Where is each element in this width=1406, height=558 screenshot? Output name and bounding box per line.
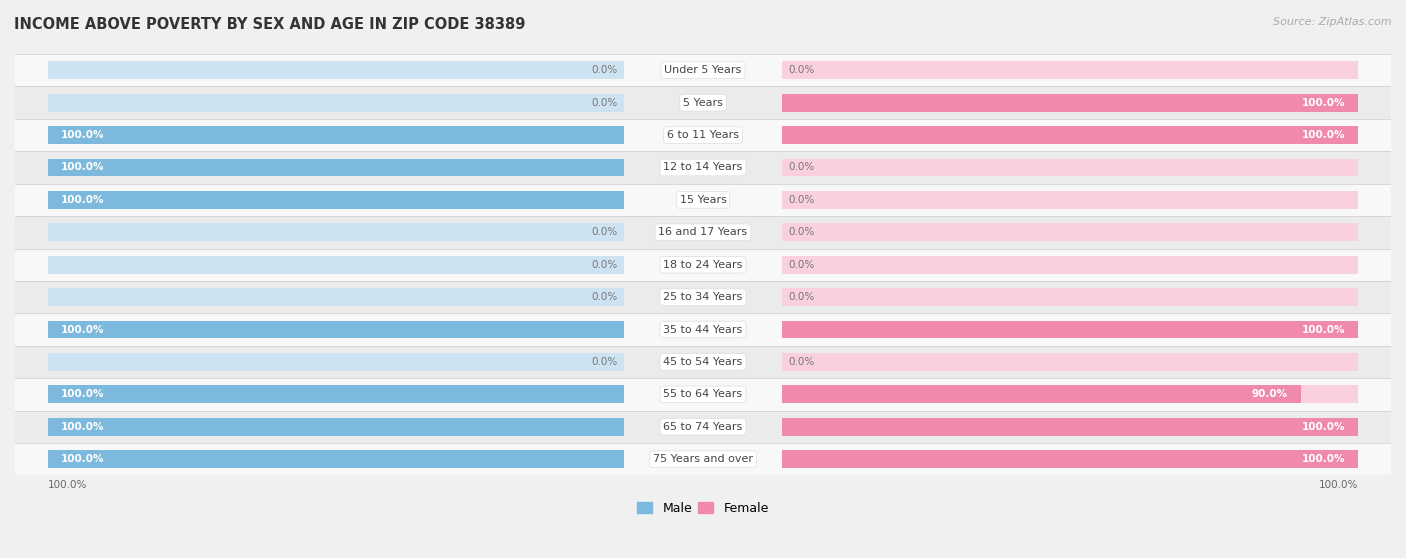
Bar xyxy=(48,386,624,403)
Text: 100.0%: 100.0% xyxy=(1302,422,1346,432)
Bar xyxy=(782,191,1358,209)
Bar xyxy=(782,321,1358,339)
Bar xyxy=(48,126,624,144)
Bar xyxy=(0,346,1406,378)
Bar xyxy=(48,223,624,241)
Legend: Male, Female: Male, Female xyxy=(633,497,773,519)
Bar xyxy=(782,288,1358,306)
Text: 0.0%: 0.0% xyxy=(592,292,617,302)
Text: 100.0%: 100.0% xyxy=(1302,130,1346,140)
Text: 55 to 64 Years: 55 to 64 Years xyxy=(664,389,742,400)
Bar xyxy=(0,281,1406,314)
Bar xyxy=(782,158,1358,176)
Bar xyxy=(782,223,1358,241)
Bar xyxy=(48,191,624,209)
Bar xyxy=(782,61,1358,79)
Text: 100.0%: 100.0% xyxy=(60,422,104,432)
Bar xyxy=(0,411,1406,443)
Text: 90.0%: 90.0% xyxy=(1251,389,1288,400)
Bar xyxy=(48,321,624,339)
Text: 35 to 44 Years: 35 to 44 Years xyxy=(664,325,742,335)
Bar xyxy=(782,126,1358,144)
Bar xyxy=(0,119,1406,151)
Bar xyxy=(782,386,1301,403)
Bar xyxy=(48,256,624,273)
Text: 65 to 74 Years: 65 to 74 Years xyxy=(664,422,742,432)
Text: INCOME ABOVE POVERTY BY SEX AND AGE IN ZIP CODE 38389: INCOME ABOVE POVERTY BY SEX AND AGE IN Z… xyxy=(14,17,526,32)
Bar xyxy=(48,94,624,112)
Bar xyxy=(782,418,1358,436)
Bar xyxy=(782,450,1358,468)
Bar xyxy=(0,86,1406,119)
Text: 100.0%: 100.0% xyxy=(1302,325,1346,335)
Text: 0.0%: 0.0% xyxy=(592,98,617,108)
Text: 0.0%: 0.0% xyxy=(789,357,814,367)
Bar xyxy=(48,386,624,403)
Bar xyxy=(0,151,1406,184)
Text: 100.0%: 100.0% xyxy=(60,195,104,205)
Bar xyxy=(782,256,1358,273)
Bar xyxy=(0,443,1406,475)
Bar xyxy=(48,61,624,79)
Text: 25 to 34 Years: 25 to 34 Years xyxy=(664,292,742,302)
Text: 75 Years and over: 75 Years and over xyxy=(652,454,754,464)
Bar xyxy=(0,248,1406,281)
Text: 100.0%: 100.0% xyxy=(48,480,87,490)
Bar xyxy=(48,418,624,436)
Bar xyxy=(782,321,1358,339)
Text: 0.0%: 0.0% xyxy=(789,259,814,270)
Text: 45 to 54 Years: 45 to 54 Years xyxy=(664,357,742,367)
Bar xyxy=(48,450,624,468)
Bar xyxy=(782,126,1358,144)
Text: 0.0%: 0.0% xyxy=(789,65,814,75)
Bar xyxy=(0,378,1406,411)
Bar xyxy=(782,94,1358,112)
Text: 12 to 14 Years: 12 to 14 Years xyxy=(664,162,742,172)
Text: 0.0%: 0.0% xyxy=(592,259,617,270)
Text: 100.0%: 100.0% xyxy=(1302,98,1346,108)
Text: 15 Years: 15 Years xyxy=(679,195,727,205)
Bar xyxy=(782,353,1358,371)
Bar xyxy=(0,314,1406,346)
Bar xyxy=(782,418,1358,436)
Text: 0.0%: 0.0% xyxy=(592,227,617,237)
Bar xyxy=(0,216,1406,248)
Text: 100.0%: 100.0% xyxy=(60,130,104,140)
Text: 0.0%: 0.0% xyxy=(789,162,814,172)
Text: 0.0%: 0.0% xyxy=(789,292,814,302)
Bar xyxy=(48,353,624,371)
Bar xyxy=(48,191,624,209)
Text: Under 5 Years: Under 5 Years xyxy=(665,65,741,75)
Bar xyxy=(48,158,624,176)
Text: 100.0%: 100.0% xyxy=(60,162,104,172)
Bar xyxy=(782,386,1358,403)
Text: Source: ZipAtlas.com: Source: ZipAtlas.com xyxy=(1274,17,1392,27)
Text: 0.0%: 0.0% xyxy=(592,357,617,367)
Bar xyxy=(48,288,624,306)
Text: 100.0%: 100.0% xyxy=(1302,454,1346,464)
Bar xyxy=(782,450,1358,468)
Text: 100.0%: 100.0% xyxy=(60,325,104,335)
Text: 0.0%: 0.0% xyxy=(789,227,814,237)
Bar xyxy=(0,54,1406,86)
Bar xyxy=(48,450,624,468)
Text: 18 to 24 Years: 18 to 24 Years xyxy=(664,259,742,270)
Bar xyxy=(48,321,624,339)
Text: 0.0%: 0.0% xyxy=(592,65,617,75)
Text: 5 Years: 5 Years xyxy=(683,98,723,108)
Bar xyxy=(48,158,624,176)
Bar xyxy=(0,184,1406,216)
Bar xyxy=(48,418,624,436)
Text: 100.0%: 100.0% xyxy=(60,454,104,464)
Text: 16 and 17 Years: 16 and 17 Years xyxy=(658,227,748,237)
Text: 100.0%: 100.0% xyxy=(60,389,104,400)
Text: 0.0%: 0.0% xyxy=(789,195,814,205)
Text: 6 to 11 Years: 6 to 11 Years xyxy=(666,130,740,140)
Text: 100.0%: 100.0% xyxy=(1319,480,1358,490)
Bar xyxy=(48,126,624,144)
Bar xyxy=(782,94,1358,112)
